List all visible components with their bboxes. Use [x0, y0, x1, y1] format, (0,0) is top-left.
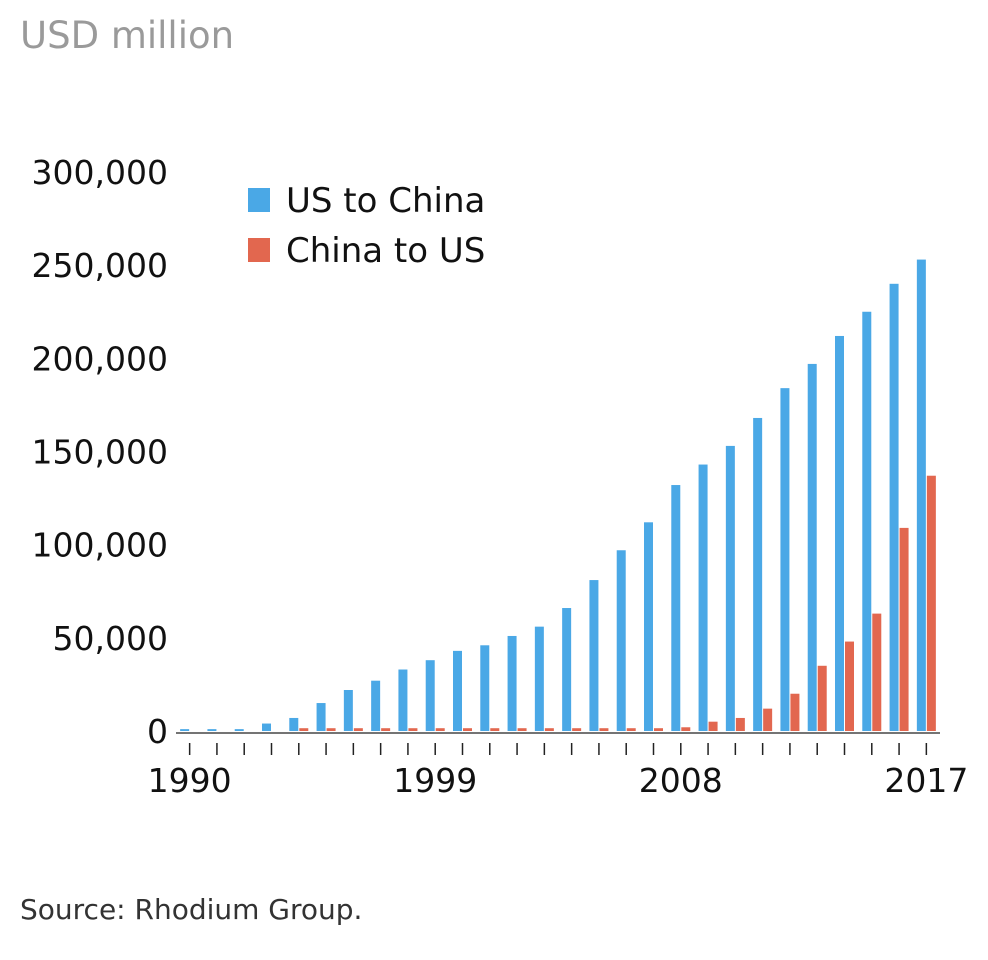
bar-china-to-us — [599, 728, 609, 731]
bar-us-to-china — [889, 283, 899, 731]
y-tick-label: 100,000 — [32, 526, 168, 565]
bar-us-to-china — [343, 690, 353, 731]
x-tick-label: 1999 — [393, 761, 477, 800]
bar-us-to-china — [398, 669, 408, 731]
bar-china-to-us — [353, 728, 363, 731]
x-tick-label: 1990 — [148, 761, 232, 800]
bar-china-to-us — [326, 728, 336, 731]
y-tick-label: 150,000 — [32, 433, 168, 472]
x-tick-label: 2017 — [884, 761, 968, 800]
legend-swatch-china-to-us — [248, 238, 270, 262]
bar-us-to-china — [780, 388, 790, 731]
bar-us-to-china — [835, 335, 844, 731]
bar-china-to-us — [899, 527, 909, 731]
bar-china-to-us — [654, 728, 663, 731]
bar-us-to-china — [562, 608, 572, 731]
bar-china-to-us — [763, 708, 773, 731]
bar-us-to-china — [425, 660, 435, 731]
y-tick-label: 0 — [147, 712, 168, 751]
bar-us-to-china — [507, 635, 517, 731]
bar-us-to-china — [207, 729, 217, 731]
bar-china-to-us — [572, 728, 582, 731]
legend: US to China China to US — [248, 181, 485, 271]
bars — [180, 259, 936, 731]
y-axis-tick-labels: 0 50,000 100,000 150,000 200,000 250,000 300,0… — [32, 153, 168, 751]
bar-china-to-us — [708, 721, 718, 731]
bar-china-to-us — [408, 728, 418, 731]
bar-us-to-china — [753, 417, 763, 731]
bar-us-to-china — [316, 703, 326, 731]
bar-china-to-us — [817, 665, 827, 731]
bar-us-to-china — [480, 645, 490, 731]
bar-chart: 0 50,000 100,000 150,000 200,000 250,000 300,0… — [32, 153, 969, 800]
bar-us-to-china — [671, 485, 681, 731]
bar-us-to-china — [371, 680, 381, 731]
bar-china-to-us — [735, 717, 745, 731]
bar-china-to-us — [517, 728, 527, 731]
bar-us-to-china — [698, 464, 708, 731]
bar-us-to-china — [862, 311, 872, 731]
bar-china-to-us — [463, 728, 472, 731]
legend-label-china-to-us: China to US — [286, 231, 485, 271]
bar-china-to-us — [626, 728, 636, 731]
bar-us-to-china — [616, 550, 626, 731]
bar-us-to-china — [916, 259, 926, 731]
bar-us-to-china — [534, 626, 544, 731]
y-tick-label: 300,000 — [32, 153, 168, 192]
bar-us-to-china — [644, 522, 653, 731]
legend-swatch-us-to-china — [248, 188, 270, 212]
bar-us-to-china — [589, 580, 599, 731]
bar-us-to-china — [453, 650, 462, 731]
unit-label: USD million — [20, 14, 235, 57]
bar-china-to-us — [681, 727, 691, 731]
legend-label-us-to-china: US to China — [286, 181, 485, 221]
bar-us-to-china — [262, 723, 271, 731]
bar-china-to-us — [872, 613, 882, 731]
bar-us-to-china — [180, 729, 190, 731]
bar-china-to-us — [299, 728, 309, 731]
bar-us-to-china — [234, 729, 244, 731]
bar-us-to-china — [807, 363, 817, 731]
bar-china-to-us — [435, 728, 445, 731]
source-note: Source: Rhodium Group. — [20, 893, 363, 926]
y-tick-label: 250,000 — [32, 246, 168, 285]
x-axis: 1990 1999 2008 2017 — [148, 732, 968, 800]
bar-us-to-china — [289, 717, 299, 731]
bar-us-to-china — [725, 445, 735, 731]
y-tick-label: 50,000 — [53, 619, 168, 658]
bar-china-to-us — [544, 728, 554, 731]
x-tick-label: 2008 — [639, 761, 723, 800]
bar-china-to-us — [490, 728, 500, 731]
y-tick-label: 200,000 — [32, 339, 168, 378]
bar-china-to-us — [845, 641, 854, 731]
bar-china-to-us — [381, 728, 391, 731]
bar-china-to-us — [790, 693, 800, 731]
bar-china-to-us — [926, 475, 936, 731]
